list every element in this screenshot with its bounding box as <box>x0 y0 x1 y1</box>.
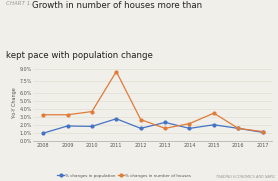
Text: Growth in number of houses more than: Growth in number of houses more than <box>32 1 202 10</box>
Text: kept pace with population change: kept pace with population change <box>6 51 152 60</box>
Y-axis label: Y-o-Y Change: Y-o-Y Change <box>12 87 17 119</box>
Legend: % changes in population, % changes in number of houses: % changes in population, % changes in nu… <box>56 172 193 180</box>
Text: CHART 1.: CHART 1. <box>6 1 32 6</box>
Text: TRADING ECONOMICS AND NAPIC: TRADING ECONOMICS AND NAPIC <box>216 175 275 179</box>
